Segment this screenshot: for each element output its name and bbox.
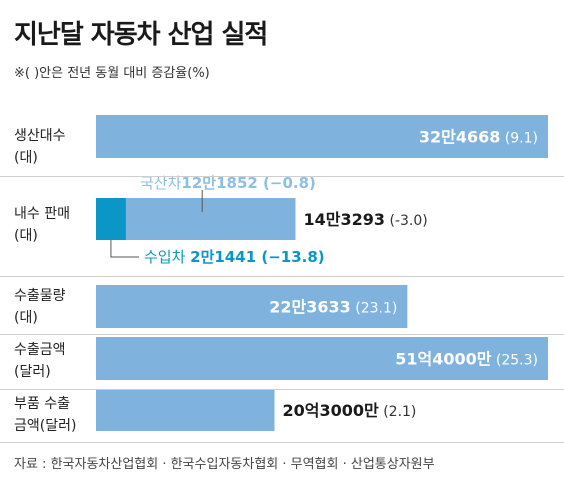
category-label: 부품 수출 [14, 396, 70, 412]
row-divider [0, 442, 564, 443]
source-note: 자료 : 한국자동차산업협회 · 한국수입자동차협회 · 무역협회 · 산업통상… [14, 457, 435, 472]
bar [96, 198, 296, 240]
breakdown-label-import: 수입차 2만1441 (−13.8) [144, 248, 325, 266]
row-divider [0, 176, 564, 177]
category-label: (대) [14, 228, 38, 244]
bar-segment-import [96, 198, 126, 240]
category-label: (대) [14, 310, 38, 326]
category-label: 금액(달러) [14, 418, 76, 434]
bar-value-label: 14만3293 (-3.0) [303, 210, 427, 229]
bar [96, 337, 548, 380]
bar-value-label: 51억4000만 (25.3) [395, 350, 538, 369]
category-label: 내수 판매 [14, 206, 70, 222]
breakdown-label-domestic: 국산차12만1852 (−0.8) [140, 174, 316, 192]
callout-line [110, 240, 139, 258]
chart-title: 지난달 자동차 산업 실적 [14, 20, 268, 50]
row-divider [0, 389, 564, 390]
bar [96, 389, 275, 431]
category-label: (대) [14, 150, 38, 166]
category-label: 수출물량 [14, 288, 66, 304]
category-label: (달러) [14, 364, 51, 380]
bar [96, 115, 548, 158]
row-divider [0, 276, 564, 277]
bar-value-label: 32만4668 (9.1) [419, 128, 538, 147]
row-divider [0, 334, 564, 335]
chart-note: ※( )안은 전년 동월 대비 증감율(%) [14, 66, 210, 81]
category-label: 수출금액 [14, 342, 66, 358]
category-label: 생산대수 [14, 128, 66, 144]
bar-value-label: 22만3633 (23.1) [269, 298, 397, 317]
bar-value-label: 20억3000만 (2.1) [283, 401, 417, 420]
bar [96, 285, 408, 328]
